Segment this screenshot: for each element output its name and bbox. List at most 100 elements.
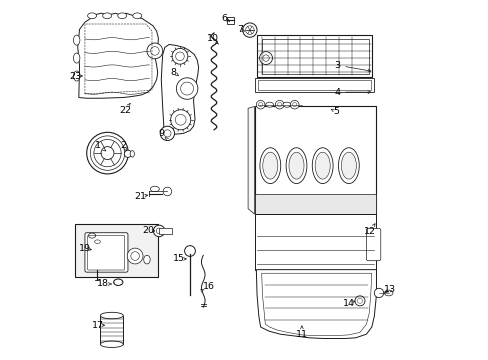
Ellipse shape xyxy=(88,233,96,238)
Text: 15: 15 xyxy=(173,255,185,264)
Ellipse shape xyxy=(73,35,80,45)
Ellipse shape xyxy=(260,148,280,184)
Circle shape xyxy=(373,288,383,298)
FancyBboxPatch shape xyxy=(366,228,380,261)
FancyBboxPatch shape xyxy=(257,36,371,77)
Circle shape xyxy=(163,187,171,196)
Text: 21: 21 xyxy=(134,192,146,201)
Text: 12: 12 xyxy=(363,228,375,237)
Text: 9: 9 xyxy=(158,129,164,138)
Ellipse shape xyxy=(314,152,329,179)
Ellipse shape xyxy=(73,53,80,63)
Text: 10: 10 xyxy=(206,34,219,43)
Circle shape xyxy=(184,246,195,256)
Ellipse shape xyxy=(288,152,304,179)
Text: 2: 2 xyxy=(121,141,126,150)
Circle shape xyxy=(354,296,364,306)
Bar xyxy=(258,80,370,90)
Circle shape xyxy=(172,48,187,64)
Circle shape xyxy=(176,78,198,99)
Bar xyxy=(254,107,376,214)
Circle shape xyxy=(175,114,185,125)
PathPatch shape xyxy=(256,270,376,338)
Circle shape xyxy=(153,225,164,237)
Bar xyxy=(75,224,158,277)
Text: 19: 19 xyxy=(79,244,90,253)
Circle shape xyxy=(180,82,193,95)
Circle shape xyxy=(290,100,298,109)
Circle shape xyxy=(150,46,159,55)
Ellipse shape xyxy=(113,279,122,285)
Ellipse shape xyxy=(312,148,332,184)
Circle shape xyxy=(90,136,124,170)
Circle shape xyxy=(147,43,163,59)
Text: 3: 3 xyxy=(334,61,340,70)
Text: 22: 22 xyxy=(119,105,131,114)
Ellipse shape xyxy=(143,255,150,264)
Circle shape xyxy=(275,100,284,109)
Polygon shape xyxy=(247,107,254,214)
Bar xyxy=(261,39,368,74)
Circle shape xyxy=(101,147,114,159)
Text: 7: 7 xyxy=(236,25,243,34)
Circle shape xyxy=(175,52,184,60)
Text: 4: 4 xyxy=(334,87,340,96)
Circle shape xyxy=(262,55,269,61)
Circle shape xyxy=(124,150,131,157)
Circle shape xyxy=(245,26,254,35)
Text: 1: 1 xyxy=(95,141,101,150)
Ellipse shape xyxy=(384,290,392,296)
Text: 18: 18 xyxy=(97,279,109,288)
Ellipse shape xyxy=(265,102,273,107)
Circle shape xyxy=(94,139,121,167)
Ellipse shape xyxy=(341,152,356,179)
Text: 8: 8 xyxy=(170,68,176,77)
Ellipse shape xyxy=(262,152,277,179)
Circle shape xyxy=(277,103,281,107)
Circle shape xyxy=(242,23,257,37)
Circle shape xyxy=(259,51,272,64)
Bar xyxy=(100,316,123,344)
Ellipse shape xyxy=(150,186,159,192)
Bar xyxy=(227,17,234,24)
Ellipse shape xyxy=(73,71,80,81)
Circle shape xyxy=(156,228,162,234)
Circle shape xyxy=(160,126,174,140)
Text: 14: 14 xyxy=(342,299,354,308)
Ellipse shape xyxy=(94,240,100,243)
Text: 20: 20 xyxy=(142,226,154,235)
Text: 11: 11 xyxy=(295,330,307,339)
Bar xyxy=(159,228,171,234)
Ellipse shape xyxy=(118,13,126,19)
Ellipse shape xyxy=(100,341,123,347)
Circle shape xyxy=(292,103,296,107)
Ellipse shape xyxy=(130,150,134,157)
Ellipse shape xyxy=(282,102,290,107)
Bar xyxy=(255,78,373,92)
Text: 6: 6 xyxy=(222,14,227,23)
Text: 5: 5 xyxy=(333,107,339,116)
Text: 13: 13 xyxy=(383,285,395,294)
Text: 17: 17 xyxy=(91,321,103,330)
Text: 23: 23 xyxy=(69,72,81,81)
PathPatch shape xyxy=(78,13,158,98)
Circle shape xyxy=(163,130,171,137)
Circle shape xyxy=(357,298,362,303)
Circle shape xyxy=(258,103,262,107)
PathPatch shape xyxy=(161,44,198,134)
Circle shape xyxy=(131,252,139,260)
Bar xyxy=(254,194,376,214)
Circle shape xyxy=(170,110,190,130)
Ellipse shape xyxy=(87,13,96,19)
PathPatch shape xyxy=(254,214,376,270)
FancyBboxPatch shape xyxy=(85,233,128,272)
Ellipse shape xyxy=(133,13,142,19)
Ellipse shape xyxy=(285,148,306,184)
Circle shape xyxy=(127,248,142,264)
Ellipse shape xyxy=(338,148,359,184)
Ellipse shape xyxy=(100,312,123,319)
Circle shape xyxy=(256,100,264,109)
Ellipse shape xyxy=(102,13,111,19)
Text: 16: 16 xyxy=(202,282,214,291)
Circle shape xyxy=(86,132,128,174)
